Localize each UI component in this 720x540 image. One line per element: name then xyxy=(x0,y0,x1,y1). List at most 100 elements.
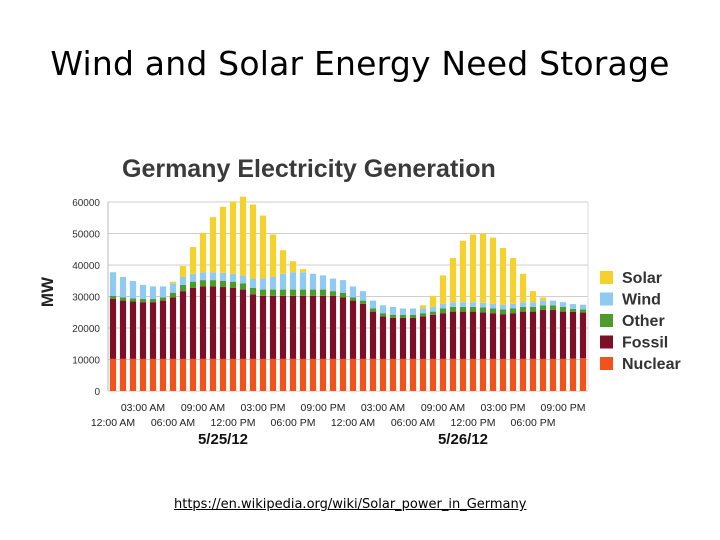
bar-segment-solar xyxy=(179,265,187,277)
x-tick-label: 12:00 PM xyxy=(451,417,496,429)
bar-segment-other xyxy=(279,289,287,296)
bar-segment-fossil xyxy=(319,295,327,359)
bar-segment-fossil xyxy=(399,317,407,359)
bar-segment-other xyxy=(199,280,207,287)
bar-segment-wind xyxy=(359,291,367,301)
bar-segment-nuclear xyxy=(149,358,157,391)
bar-segment-fossil xyxy=(339,297,347,359)
legend-swatch-wind xyxy=(600,292,613,306)
bar-segment-fossil xyxy=(419,316,427,359)
bar-segment-other xyxy=(519,306,527,312)
bar-segment-wind xyxy=(279,273,287,290)
legend-label-nuclear: Nuclear xyxy=(622,356,681,373)
bar-segment-wind xyxy=(139,284,147,300)
bar-segment-wind xyxy=(369,300,377,309)
bar-segment-nuclear xyxy=(399,358,407,391)
source-link[interactable]: https://en.wikipedia.org/wiki/Solar_powe… xyxy=(174,497,527,512)
bar-segment-nuclear xyxy=(489,358,497,391)
legend-label-wind: Wind xyxy=(622,292,661,309)
bar-segment-other xyxy=(479,307,487,313)
bar-segment-nuclear xyxy=(369,358,377,391)
bar-segment-fossil xyxy=(579,312,587,359)
y-tick-label: 30000 xyxy=(72,293,100,304)
bar-segment-wind xyxy=(289,272,297,290)
bar-segment-solar xyxy=(539,297,547,301)
bar-segment-nuclear xyxy=(429,358,437,391)
bar-segment-nuclear xyxy=(359,358,367,391)
bar-segment-solar xyxy=(299,269,307,273)
bar-segment-nuclear xyxy=(239,358,247,391)
gridlines xyxy=(107,201,589,392)
bar-segment-nuclear xyxy=(279,358,287,391)
bar-segment-other xyxy=(539,305,547,311)
bar-segment-wind xyxy=(229,273,237,282)
bar-segment-nuclear xyxy=(529,358,537,391)
bar-segment-nuclear xyxy=(229,358,237,391)
bar-segment-fossil xyxy=(439,313,447,359)
x-axis-ticks: 12:00 AM 06:00 AM 12:00 PM 06:00 PM 12:00 AM… xyxy=(91,402,586,448)
bar-segment-fossil xyxy=(329,295,337,359)
x-tick-label: 09:00 PM xyxy=(541,402,586,414)
bar-segment-wind xyxy=(389,306,397,315)
bar-segment-nuclear xyxy=(499,358,507,391)
bar-segment-other xyxy=(119,297,127,301)
date-label: 5/25/12 xyxy=(198,431,248,448)
bar-segment-nuclear xyxy=(129,358,137,391)
legend-swatch-solar xyxy=(600,271,613,284)
bar-segment-wind xyxy=(209,272,217,281)
bar-segment-other xyxy=(459,306,467,312)
bar-segment-fossil xyxy=(289,295,297,359)
bar-segment-other xyxy=(229,281,237,288)
bar-segment-other xyxy=(419,313,427,317)
bar-segment-nuclear xyxy=(379,358,387,391)
bar-segment-other xyxy=(139,299,147,303)
bar-segment-fossil xyxy=(559,311,567,359)
bar-segment-solar xyxy=(209,217,217,273)
bar-segment-fossil xyxy=(349,300,357,359)
bar-segment-wind xyxy=(469,302,477,307)
bar-segment-wind xyxy=(269,276,277,290)
bar-segment-nuclear xyxy=(349,358,357,391)
bar-segment-solar xyxy=(229,201,237,274)
bar-segment-wind xyxy=(459,302,467,307)
bar-segment-fossil xyxy=(539,310,547,359)
y-tick-label: 60000 xyxy=(72,198,100,209)
bar-segment-wind xyxy=(449,302,457,307)
bar-segment-other xyxy=(579,309,587,313)
bar-segment-other xyxy=(429,311,437,315)
bar-segment-solar xyxy=(519,273,527,303)
bars xyxy=(109,196,587,391)
bar-segment-wind xyxy=(259,278,267,290)
bar-segment-solar xyxy=(509,258,517,304)
date-label: 5/26/12 xyxy=(438,431,488,448)
bar-segment-other xyxy=(179,284,187,292)
bar-segment-other xyxy=(389,314,397,318)
x-tick-label: 12:00 PM xyxy=(211,417,256,429)
bar-segment-fossil xyxy=(259,295,267,359)
bar-segment-solar xyxy=(479,233,487,303)
bar-segment-other xyxy=(489,308,497,314)
y-tick-label: 20000 xyxy=(72,324,100,335)
y-axis-ticks: 0 10000 20000 30000 40000 50000 60000 xyxy=(72,198,100,398)
bar-segment-fossil xyxy=(169,297,177,359)
bar-segment-fossil xyxy=(119,300,127,359)
bar-segment-fossil xyxy=(159,300,167,359)
bar-segment-fossil xyxy=(379,316,387,359)
bar-segment-other xyxy=(559,306,567,312)
bar-segment-other xyxy=(309,289,317,296)
bar-segment-wind xyxy=(379,305,387,314)
bar-segment-other xyxy=(439,308,447,314)
bar-segment-wind xyxy=(199,272,207,281)
bar-segment-wind xyxy=(189,273,197,282)
bar-segment-fossil xyxy=(109,299,117,359)
bar-segment-other xyxy=(359,300,367,304)
bar-segment-nuclear xyxy=(329,358,337,391)
bar-segment-fossil xyxy=(489,313,497,359)
chart-title: Germany Electricity Generation xyxy=(122,155,496,183)
legend-swatch-fossil xyxy=(600,335,613,349)
bar-segment-solar xyxy=(499,247,507,305)
bar-segment-solar xyxy=(289,261,297,273)
bar-segment-fossil xyxy=(229,288,237,359)
bar-segment-fossil xyxy=(389,317,397,359)
x-tick-label: 09:00 PM xyxy=(301,402,346,414)
